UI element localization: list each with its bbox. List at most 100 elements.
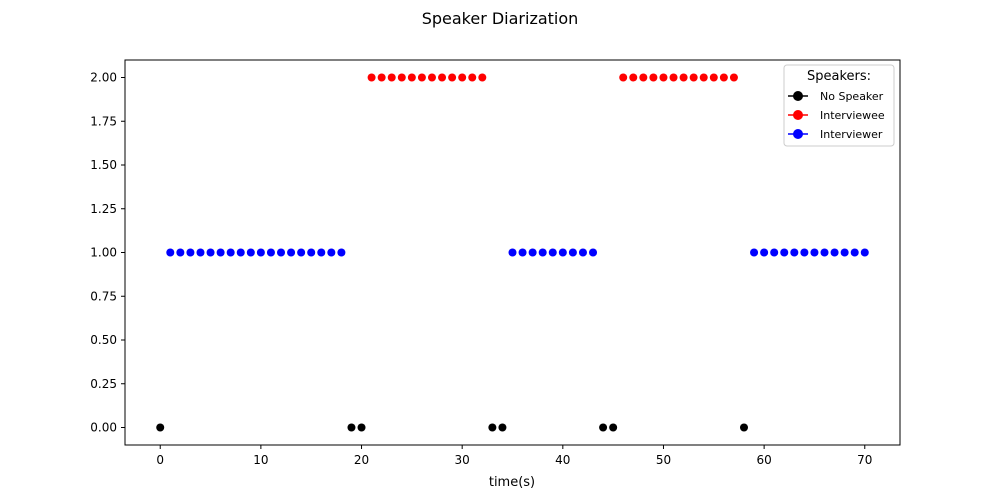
x-tick-label: 40 [555, 453, 570, 467]
point-interviewee [438, 73, 447, 82]
point-interviewer [860, 248, 869, 257]
point-interviewee [468, 73, 477, 82]
point-interviewee [377, 73, 386, 82]
point-interviewee [407, 73, 416, 82]
point-interviewer [287, 248, 296, 257]
point-interviewee [619, 73, 628, 82]
y-tick-label: 0.50 [90, 333, 117, 347]
y-tick-label: 0.25 [90, 377, 117, 391]
point-interviewee [427, 73, 436, 82]
point-interviewee [639, 73, 648, 82]
legend-item-interviewer: Interviewer [788, 128, 883, 141]
point-interviewer [568, 248, 577, 257]
legend-label: Interviewee [820, 109, 885, 122]
point-no-speaker [609, 423, 618, 432]
x-tick-label: 70 [857, 453, 872, 467]
point-interviewer [186, 248, 195, 257]
legend-box [783, 64, 895, 147]
point-interviewer [760, 248, 769, 257]
y-tick-label: 0.75 [90, 289, 117, 303]
point-no-speaker [156, 423, 165, 432]
y-tick-label: 1.00 [90, 246, 117, 260]
chart-marks [156, 73, 869, 432]
point-interviewer [277, 248, 286, 257]
point-interviewee [397, 73, 406, 82]
point-interviewer [508, 248, 517, 257]
plot-frame [124, 59, 901, 446]
point-interviewer [538, 248, 547, 257]
legend-title: Speakers: [807, 69, 871, 84]
point-interviewer [337, 248, 346, 257]
legend-marker [793, 129, 803, 139]
legend-label: No Speaker [820, 90, 884, 103]
point-interviewee [719, 73, 728, 82]
y-tick-label: 2.00 [90, 71, 117, 85]
point-interviewer [770, 248, 779, 257]
point-interviewer [256, 248, 265, 257]
point-interviewee [629, 73, 638, 82]
x-tick-label: 30 [455, 453, 470, 467]
point-interviewer [840, 248, 849, 257]
chart-title: Speaker Diarization [422, 9, 579, 28]
point-interviewee [448, 73, 457, 82]
point-interviewer [810, 248, 819, 257]
point-interviewer [236, 248, 245, 257]
x-tick-label: 20 [354, 453, 369, 467]
point-interviewee [649, 73, 658, 82]
point-interviewer [830, 248, 839, 257]
legend-item-no-speaker: No Speaker [788, 90, 884, 103]
point-interviewer [780, 248, 789, 257]
point-interviewee [659, 73, 668, 82]
y-tick-label: 1.50 [90, 158, 117, 172]
point-interviewee [417, 73, 426, 82]
point-interviewee [709, 73, 718, 82]
point-interviewer [518, 248, 527, 257]
point-interviewee [387, 73, 396, 82]
point-interviewer [548, 248, 557, 257]
y-tick-label: 0.00 [90, 421, 117, 435]
x-tick-label: 50 [656, 453, 671, 467]
point-interviewer [196, 248, 205, 257]
point-interviewer [790, 248, 799, 257]
point-interviewer [850, 248, 859, 257]
y-tick-label: 1.75 [90, 114, 117, 128]
point-no-speaker [739, 423, 748, 432]
point-no-speaker [357, 423, 366, 432]
point-interviewer [589, 248, 598, 257]
point-interviewee [478, 73, 487, 82]
point-no-speaker [488, 423, 497, 432]
point-interviewer [216, 248, 225, 257]
point-interviewee [729, 73, 738, 82]
point-interviewer [206, 248, 215, 257]
point-interviewer [750, 248, 759, 257]
legend-marker [793, 110, 803, 120]
point-interviewee [669, 73, 678, 82]
point-interviewee [699, 73, 708, 82]
point-interviewer [558, 248, 567, 257]
point-interviewer [307, 248, 316, 257]
point-interviewer [528, 248, 537, 257]
x-axis-label: time(s) [489, 475, 535, 490]
point-interviewer [820, 248, 829, 257]
point-interviewer [317, 248, 326, 257]
point-interviewee [689, 73, 698, 82]
point-interviewer [246, 248, 255, 257]
legend-item-interviewee: Interviewee [788, 109, 885, 122]
legend-items: No Speaker Interviewee Interviewer [788, 90, 885, 141]
legend: Speakers: No Speaker Interviewee Interview… [783, 64, 895, 147]
x-tick-label: 60 [756, 453, 771, 467]
point-no-speaker [599, 423, 608, 432]
point-no-speaker [347, 423, 356, 432]
point-interviewer [266, 248, 275, 257]
point-interviewee [458, 73, 467, 82]
point-interviewer [800, 248, 809, 257]
point-interviewer [176, 248, 185, 257]
point-interviewer [166, 248, 175, 257]
x-tick-label: 10 [253, 453, 268, 467]
legend-label: Interviewer [820, 128, 883, 141]
point-no-speaker [498, 423, 507, 432]
point-interviewee [367, 73, 376, 82]
x-tick-label: 0 [156, 453, 164, 467]
point-interviewer [327, 248, 336, 257]
